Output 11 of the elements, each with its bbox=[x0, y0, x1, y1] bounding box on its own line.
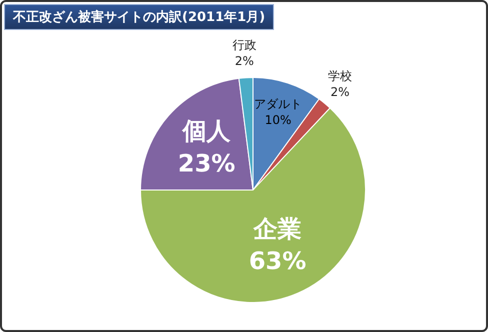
data-label: 2% bbox=[234, 54, 254, 68]
slice-label: 行政 bbox=[232, 38, 256, 52]
slice-label: アダルト bbox=[254, 96, 302, 111]
slice-label: 学校 bbox=[328, 68, 352, 83]
data-label: 2% bbox=[330, 85, 350, 100]
data-label: 23% bbox=[178, 150, 236, 178]
data-label: 63% bbox=[248, 247, 306, 276]
data-label: 10% bbox=[264, 113, 292, 128]
slice-label: 個人 bbox=[182, 117, 232, 146]
chart-title: 不正改ざん被害サイトの内訳(2011年1月) bbox=[4, 4, 274, 30]
slice-label: 企業 bbox=[252, 214, 302, 243]
